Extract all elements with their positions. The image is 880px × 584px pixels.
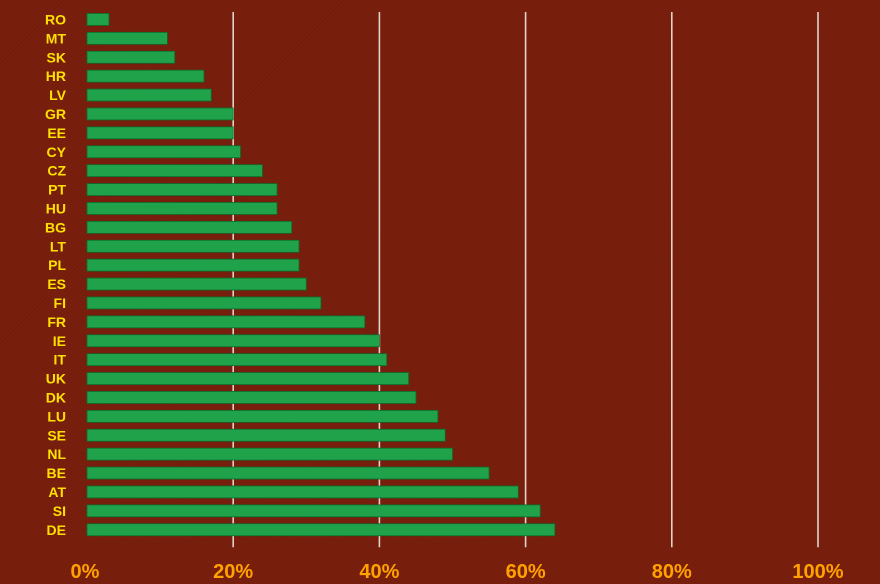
bar-hr — [86, 69, 205, 83]
category-label-bg: BG — [45, 219, 66, 235]
bar-fr — [86, 315, 366, 329]
category-label-ro: RO — [45, 11, 66, 27]
category-label-pl: PL — [48, 257, 66, 273]
x-tick-label: 60% — [506, 561, 546, 583]
x-tick-labels: 0% 20% 40% 60% 80% 100% — [71, 561, 844, 583]
category-labels: RO MT SK HR LV GR EE CY CZ PT HU BG LT PL ES FI FR IE IT UK… — [45, 11, 67, 537]
bar-lu — [86, 409, 439, 423]
bar-ee — [86, 126, 234, 140]
category-label-si: SI — [53, 503, 66, 519]
category-label-dk: DK — [46, 389, 66, 405]
bar-fi — [86, 296, 322, 310]
bar-sk — [86, 50, 176, 64]
bar-lt — [86, 239, 300, 253]
category-label-mt: MT — [46, 30, 67, 46]
category-label-cz: CZ — [47, 163, 66, 179]
bar-it — [86, 353, 388, 367]
category-label-cy: CY — [47, 144, 67, 160]
category-label-at: AT — [48, 484, 66, 500]
bars — [86, 13, 556, 537]
category-label-fi: FI — [54, 295, 66, 311]
x-tick-label: 40% — [359, 561, 399, 583]
category-label-lv: LV — [49, 87, 67, 103]
bar-bg — [86, 220, 293, 234]
category-label-fr: FR — [47, 314, 66, 330]
category-label-de: DE — [47, 522, 66, 538]
bar-es — [86, 277, 307, 291]
x-tick-label: 20% — [213, 561, 253, 583]
bar-nl — [86, 447, 453, 461]
category-label-lt: LT — [50, 238, 67, 254]
category-label-pt: PT — [48, 182, 66, 198]
bar-cy — [86, 145, 241, 159]
category-label-gr: GR — [45, 106, 66, 122]
category-label-it: IT — [54, 352, 67, 368]
x-tick-label: 100% — [792, 561, 843, 583]
category-label-sk: SK — [47, 49, 66, 65]
category-label-hu: HU — [46, 200, 66, 216]
bar-be — [86, 466, 490, 480]
category-label-hr: HR — [46, 68, 66, 84]
x-tick-label: 80% — [652, 561, 692, 583]
x-tick-label: 0% — [71, 561, 100, 583]
category-label-lu: LU — [47, 408, 66, 424]
bar-pt — [86, 183, 278, 196]
bar-dk — [86, 391, 417, 404]
bar-ro — [86, 13, 110, 26]
bar-si — [86, 504, 541, 518]
category-label-nl: NL — [47, 446, 66, 462]
bar-uk — [86, 372, 410, 385]
bar-hu — [86, 202, 278, 215]
bar-pl — [86, 258, 300, 272]
category-label-es: ES — [47, 276, 66, 292]
bar-at — [86, 485, 519, 499]
bar-de — [86, 523, 556, 537]
category-label-ie: IE — [53, 333, 66, 349]
bar-mt — [86, 31, 168, 45]
bar-lv — [86, 88, 212, 102]
bar-cz — [86, 164, 263, 178]
category-label-be: BE — [47, 465, 66, 481]
category-label-ee: EE — [47, 125, 66, 141]
category-label-uk: UK — [46, 371, 66, 387]
bar-gr — [86, 107, 234, 121]
category-label-se: SE — [47, 427, 66, 443]
bar-se — [86, 428, 446, 442]
bar-ie — [86, 334, 380, 348]
